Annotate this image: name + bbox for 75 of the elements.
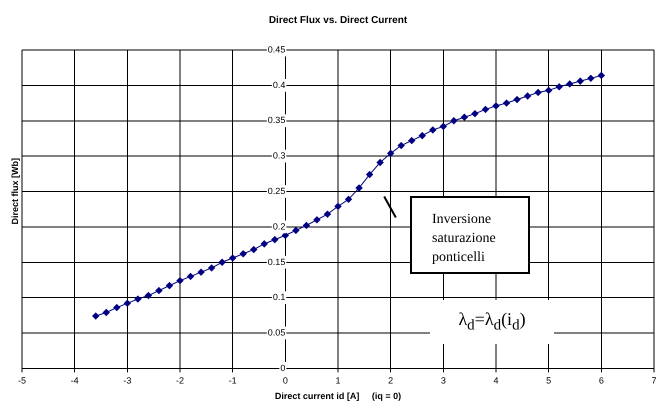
y-tick-label: 0.05 — [268, 328, 286, 338]
y-axis-title: Direct flux [Wb] — [10, 158, 20, 224]
point — [514, 96, 521, 104]
x-tick-label: -2 — [176, 375, 184, 386]
point — [566, 80, 574, 88]
point — [250, 246, 258, 254]
point — [229, 254, 236, 262]
chart-title: Direct Flux vs. Direct Current — [268, 14, 408, 26]
point — [345, 196, 352, 203]
x-tick-label: -5 — [18, 375, 26, 386]
annotation: Inversione saturazione ponticelli — [432, 211, 496, 267]
y-tick-label: 0.3 — [272, 150, 286, 161]
point — [166, 282, 173, 290]
point — [492, 102, 500, 110]
point — [429, 126, 436, 134]
point — [356, 184, 363, 192]
y-tick-label: 0.35 — [268, 115, 286, 126]
y-tick-label: 0.45 — [268, 44, 286, 54]
x-tick-label: 1 — [335, 375, 341, 386]
point — [460, 114, 468, 121]
point — [113, 304, 120, 312]
x-tick-label: -4 — [70, 375, 79, 386]
x-axis-title: Direct current id [A] (iq = 0) — [274, 391, 402, 402]
point — [450, 117, 458, 124]
point — [398, 142, 405, 150]
x-tick-label: 3 — [440, 375, 446, 386]
point — [418, 132, 426, 140]
point — [176, 277, 184, 284]
x-tick-label: 2 — [388, 375, 394, 386]
point — [587, 74, 594, 82]
point — [313, 216, 320, 224]
point — [302, 222, 310, 229]
point — [134, 296, 142, 303]
point — [144, 292, 152, 300]
point — [198, 268, 205, 276]
x-tick-label: 4 — [493, 375, 499, 386]
point — [598, 72, 605, 79]
point — [187, 272, 194, 280]
point — [534, 88, 542, 96]
x-tick-label: -3 — [123, 375, 132, 386]
point — [545, 86, 552, 94]
point — [408, 137, 416, 144]
point — [482, 106, 489, 113]
point — [366, 171, 374, 178]
point — [556, 83, 563, 90]
y-tick-label: 0.2 — [272, 221, 286, 232]
point — [92, 312, 100, 320]
y-tick-label: 0.15 — [268, 256, 286, 267]
x-tick-label: 7 — [651, 375, 657, 386]
y-tick-label: 0.25 — [268, 186, 286, 196]
point — [376, 159, 384, 166]
x-tick-label: 5 — [546, 375, 552, 386]
point — [324, 210, 331, 218]
point — [124, 300, 131, 307]
point — [102, 309, 110, 316]
y-tick-label: 0 — [280, 362, 286, 373]
x-tick-label: -1 — [228, 375, 237, 386]
point — [208, 264, 216, 272]
x-tick-label: 6 — [598, 375, 604, 386]
y-tick-label: 0.4 — [272, 80, 286, 90]
point — [387, 150, 394, 157]
annotation: λ$_{d}$=λ$_{d}$(i$_{d}$) — [458, 309, 526, 335]
point — [292, 226, 300, 234]
point — [218, 258, 226, 266]
point — [503, 100, 510, 107]
point — [524, 92, 532, 100]
point — [155, 287, 162, 294]
point — [471, 110, 478, 118]
point — [271, 236, 278, 244]
point — [576, 78, 584, 85]
point — [260, 240, 268, 248]
point — [334, 202, 342, 210]
point — [440, 122, 447, 130]
point — [240, 250, 247, 258]
y-tick-label: 0.1 — [272, 292, 286, 302]
